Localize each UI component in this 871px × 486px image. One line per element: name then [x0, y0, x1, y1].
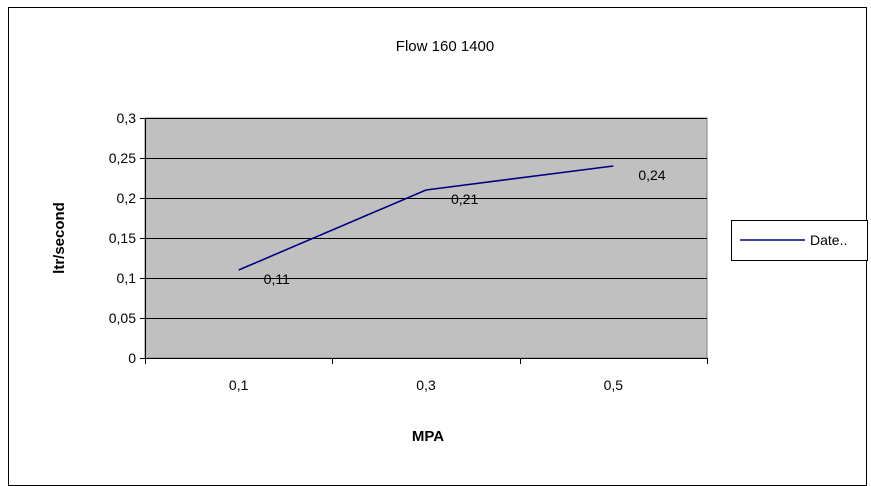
series-lines: [238, 165, 614, 271]
y-tick-labels: 0 0,05 0,1 0,15 0,2 0,25 0,3: [109, 110, 136, 366]
x-axis-title: MPA: [412, 428, 444, 445]
y-tick-label: 0,3: [117, 110, 137, 126]
legend: Date..: [731, 220, 868, 261]
gridlines: [145, 118, 707, 319]
y-tick-label: 0,1: [117, 270, 137, 286]
y-tick-label: 0,2: [117, 190, 137, 206]
x-tick-labels: 0,1 0,3 0,5: [229, 377, 623, 393]
axes: [140, 118, 708, 364]
chart-title: Flow 160 1400: [396, 38, 494, 55]
x-tick-label: 0,1: [229, 377, 249, 393]
series-line: [238, 165, 614, 271]
x-tick-label: 0,5: [604, 377, 624, 393]
y-tick-label: 0,25: [109, 150, 136, 166]
y-tick-label: 0,15: [109, 230, 136, 246]
y-tick-label: 0,05: [109, 310, 136, 326]
data-labels: 0,11 0,21 0,24: [264, 167, 666, 287]
y-tick-label: 0: [128, 350, 136, 366]
data-label: 0,21: [451, 191, 478, 207]
data-label: 0,11: [264, 271, 290, 287]
x-tick-label: 0,3: [416, 377, 436, 393]
legend-label: Date..: [810, 232, 847, 248]
y-axis-title: ltr/second: [51, 202, 68, 274]
data-label: 0,24: [638, 167, 665, 183]
